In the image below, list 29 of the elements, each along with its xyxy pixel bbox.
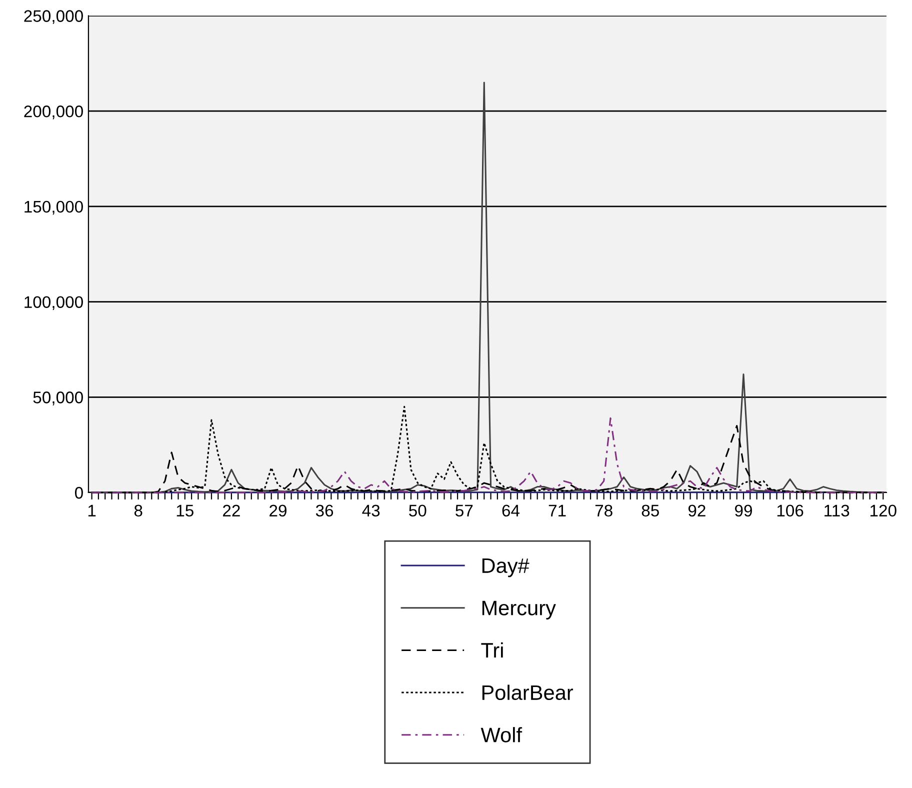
y-tick-label: 200,000	[24, 106, 83, 120]
legend-label: Tri	[481, 642, 503, 658]
y-tick-label: 250,000	[24, 10, 83, 24]
x-tick-label: 113	[824, 504, 850, 517]
y-tick-label: 150,000	[24, 200, 83, 215]
x-tick-label: 8	[134, 504, 142, 517]
x-tick-label: 71	[548, 504, 566, 516]
x-tick-label: 50	[409, 504, 426, 517]
y-tick-label: 100,000	[24, 296, 83, 310]
legend-label: Mercury	[482, 600, 556, 620]
x-tick-label: 64	[502, 504, 520, 517]
x-tick-label: 29	[270, 504, 286, 517]
x-tick-label: 85	[642, 504, 659, 517]
x-tick-label: 57	[456, 504, 473, 517]
x-tick-label: 120	[870, 504, 896, 517]
x-tick-label: 43	[362, 504, 380, 517]
x-tick-label: 22	[223, 504, 240, 516]
x-tick-label: 106	[777, 504, 804, 517]
legend-label: Wolf	[480, 727, 522, 742]
x-tick-label: 99	[735, 504, 752, 517]
x-tick-label: 36	[316, 504, 334, 517]
y-tick-label: 0	[74, 486, 83, 499]
x-tick-label: 1	[88, 504, 96, 516]
legend-label: Day#	[482, 558, 530, 578]
x-tick-label: 15	[176, 504, 194, 517]
y-tick-label: 50,000	[33, 392, 83, 406]
x-tick-label: 92	[688, 504, 706, 517]
x-tick-label: 78	[595, 504, 612, 517]
legend-label: PolarBear	[482, 684, 574, 700]
